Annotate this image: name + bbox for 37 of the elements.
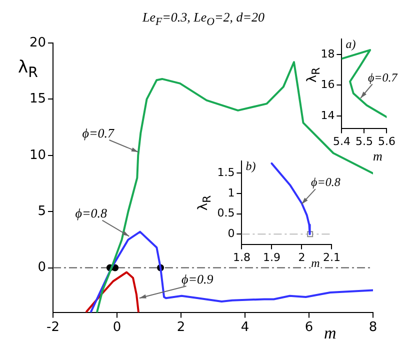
y-tick-label: 14 bbox=[320, 108, 335, 122]
x-tick-label: 5.4 bbox=[332, 134, 350, 148]
x-tick-label: 4 bbox=[240, 320, 250, 335]
x-tick-label: 5.6 bbox=[378, 134, 396, 148]
x-tick-label: 0 bbox=[112, 320, 122, 335]
chart-title: Le$_{F}$=0.3, Le$_{O}$=2, d=20 bbox=[141, 8, 266, 28]
y-tick-label: 0 bbox=[38, 260, 46, 276]
x-tick-label: 2 bbox=[176, 320, 186, 335]
annotation: b) bbox=[246, 159, 256, 174]
x-tick-label: 6 bbox=[304, 320, 314, 335]
y-tick-label: 15 bbox=[29, 92, 46, 107]
x-axis-title: m bbox=[310, 256, 321, 270]
y-tick-label: 10 bbox=[29, 148, 46, 163]
x-axis-title: m bbox=[322, 323, 338, 342]
y-axis-title: λ$_{R}$ bbox=[17, 58, 39, 82]
y-tick-label: 18 bbox=[320, 47, 335, 60]
annotation: ϕ=0.8 bbox=[75, 206, 108, 221]
x-tick-label: 5.5 bbox=[355, 134, 373, 148]
x-tick-label: 8 bbox=[368, 320, 378, 335]
y-tick-label: 20 bbox=[29, 35, 46, 50]
x-tick-label: -2 bbox=[46, 320, 60, 335]
annotation: a) bbox=[346, 37, 356, 52]
x-tick-label: 1.8 bbox=[232, 250, 250, 264]
annotation: ϕ=0.8 bbox=[311, 175, 340, 190]
annotation: ϕ=0.9 bbox=[182, 272, 214, 287]
x-axis-title: m bbox=[372, 148, 384, 164]
y-tick-label: 0.5 bbox=[217, 206, 235, 220]
y-tick-label: 1.5 bbox=[217, 166, 235, 180]
x-tick-label: 2 bbox=[298, 250, 306, 264]
y-tick-label: 5 bbox=[38, 204, 46, 219]
y-tick-label: 1 bbox=[228, 186, 235, 200]
x-tick-label: 2.1 bbox=[322, 250, 340, 264]
y-tick-label: 0 bbox=[228, 227, 235, 240]
y-tick-label: 16 bbox=[320, 78, 335, 92]
annotation: ϕ=0.7 bbox=[82, 125, 114, 140]
annotation: ϕ=0.7 bbox=[368, 70, 398, 84]
x-tick-label: 1.9 bbox=[262, 250, 280, 264]
